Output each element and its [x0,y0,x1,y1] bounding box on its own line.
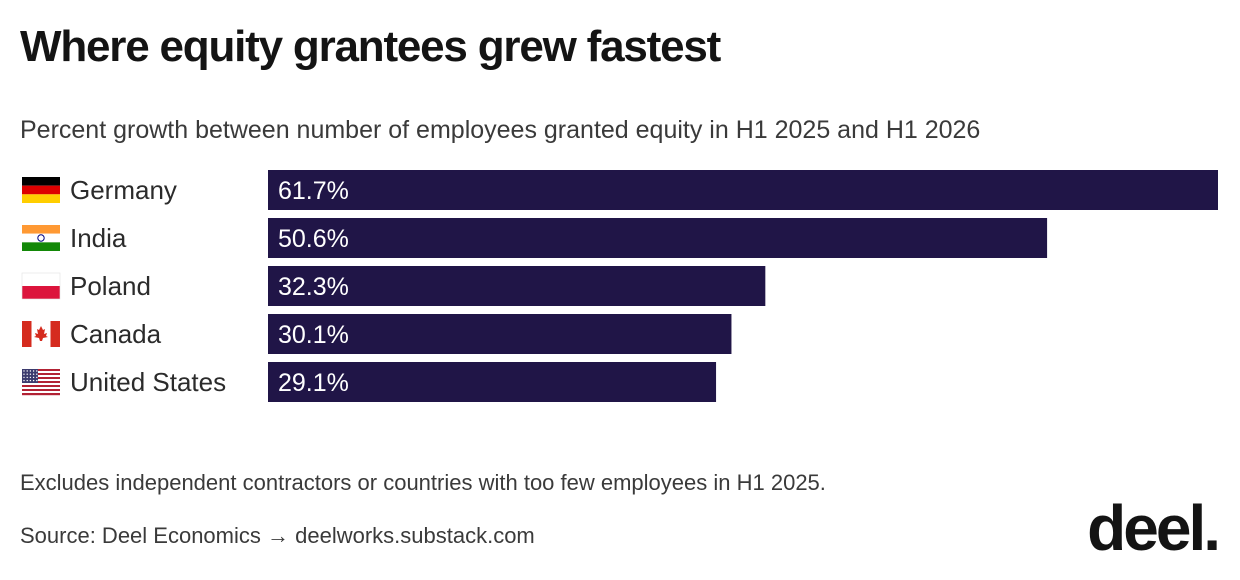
category-label: Poland [70,271,151,301]
india-flag-icon [22,225,60,251]
category-label: India [70,223,127,253]
poland-flag-icon [21,272,61,300]
bar-row: Canada 30.1% [22,314,732,354]
value-label: 29.1% [278,369,349,397]
bar [268,170,1218,210]
bar [268,218,1048,258]
bar [268,362,717,402]
footnote: Excludes independent contractors or coun… [20,470,826,495]
bar-row: India 50.6% [22,218,1048,258]
germany-flag-icon [22,177,60,203]
canada-flag-icon [22,321,60,347]
category-label: Germany [70,175,177,205]
bar-chart: Germany 61.7% India 50.6% Poland 32.3% Canada 3… [21,170,1218,402]
value-label: 32.3% [278,273,349,301]
category-label: Canada [70,319,162,349]
value-label: 50.6% [278,225,349,253]
category-label: United States [70,367,226,397]
deel-logo: deel. [1087,492,1221,564]
chart-subtitle: Percent growth between number of employe… [20,116,981,144]
bar [268,314,732,354]
chart-title: Where equity grantees grew fastest [20,22,721,71]
united-states-flag-icon [22,369,60,396]
bar-row: Poland 32.3% [21,266,766,306]
bar-row: United States 29.1% [22,362,717,402]
value-label: 30.1% [278,321,349,349]
source-line: Source: Deel Economics → deelworks.subst… [20,523,535,548]
bar [268,266,766,306]
bar-row: Germany 61.7% [22,170,1218,210]
value-label: 61.7% [278,177,349,205]
